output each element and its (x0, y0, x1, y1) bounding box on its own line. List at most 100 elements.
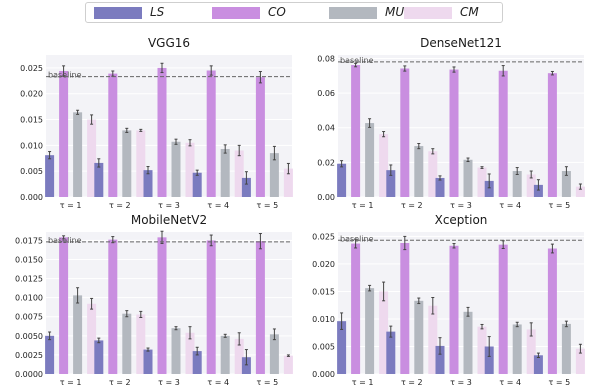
bar-ls (435, 177, 445, 197)
chart-legend: LS CO MU CM (85, 2, 503, 23)
bar-ls (533, 355, 543, 374)
bar-cm (379, 134, 389, 197)
legend-swatch-cm (404, 7, 452, 19)
x-tick-label: τ = 2 (401, 201, 423, 210)
bar-mu (122, 130, 132, 197)
x-tick-label: τ = 4 (207, 378, 229, 387)
bar-co (206, 70, 216, 197)
bar-mu (561, 323, 571, 374)
x-tick-label: τ = 4 (499, 378, 521, 387)
bar-mu (463, 159, 473, 197)
bar-mu (171, 141, 181, 197)
y-tick-label: 0.0150 (15, 255, 43, 264)
x-tick-label: τ = 5 (549, 378, 571, 387)
legend-swatch-ls (94, 7, 142, 19)
bar-co (400, 68, 410, 197)
legend-label-mu: MU (385, 5, 405, 19)
bar-mu (365, 123, 375, 197)
y-tick-label: 0.010 (20, 141, 43, 150)
chart-panel-4: 0.000 0.005 0.010 0.015 0.020 0.025 Xception τ … (312, 213, 585, 387)
x-tick-label: τ = 5 (257, 201, 279, 210)
panel-title: MobileNetV2 (131, 213, 207, 227)
bar-mu (220, 148, 230, 197)
x-tick-label: τ = 1 (60, 378, 82, 387)
bar-co (449, 245, 459, 374)
x-tick-label: τ = 1 (352, 201, 374, 210)
y-tick-label: 0.04 (317, 124, 335, 133)
x-tick-label: τ = 4 (499, 201, 521, 210)
x-tick-label: τ = 1 (60, 201, 82, 210)
bar-cm (185, 332, 195, 374)
bar-cm (428, 305, 438, 374)
y-tick-label: 0.08 (317, 54, 335, 63)
bar-co (351, 65, 361, 197)
y-tick-label: 0.015 (20, 116, 43, 125)
bar-ls (533, 184, 543, 197)
bar-cm (234, 150, 244, 197)
bar-co (157, 237, 167, 374)
y-tick-label: 0.025 (20, 64, 43, 73)
y-tick-label: 0.000 (20, 193, 43, 202)
x-tick-label: τ = 3 (158, 378, 180, 387)
panel-title: DenseNet121 (420, 36, 502, 50)
bar-ls (241, 177, 251, 197)
legend-label-cm: CM (460, 5, 479, 19)
bar-mu (512, 324, 522, 374)
bar-mu (269, 153, 279, 197)
bar-ls (337, 163, 347, 197)
y-tick-label: 0.0025 (15, 351, 43, 360)
bar-ls (241, 357, 251, 374)
bar-mu (365, 288, 375, 374)
y-tick-label: 0.0125 (15, 275, 43, 284)
panel-title: Xception (435, 213, 488, 227)
bar-cm (477, 326, 487, 374)
bar-cm (234, 338, 244, 374)
bar-ls (94, 162, 104, 197)
bar-co (498, 244, 508, 374)
y-tick-label: 0.000 (312, 370, 335, 379)
bar-cm (477, 167, 487, 197)
bar-ls (484, 346, 494, 374)
y-tick-label: 0.06 (317, 89, 335, 98)
bar-co (400, 243, 410, 374)
x-tick-label: τ = 3 (450, 378, 472, 387)
bar-co (59, 71, 69, 197)
x-tick-label: τ = 2 (401, 378, 423, 387)
bar-co (108, 239, 118, 374)
bar-cm (575, 186, 585, 197)
bar-mu (463, 311, 473, 374)
bar-ls (143, 170, 153, 197)
baseline-label: baseline (48, 71, 82, 80)
y-tick-label: 0.015 (312, 287, 335, 296)
bar-ls (386, 170, 396, 197)
bar-mu (512, 171, 522, 197)
legend-swatch-co (212, 7, 260, 19)
bar-mu (171, 328, 181, 374)
bar-cm (87, 303, 97, 374)
bar-co (449, 69, 459, 197)
bar-ls (386, 331, 396, 374)
bar-ls (45, 155, 55, 197)
bar-co (157, 67, 167, 197)
bar-cm (526, 174, 536, 197)
bar-co (255, 77, 265, 197)
bar-mu (122, 313, 132, 374)
bar-co (547, 248, 557, 374)
bar-co (547, 73, 557, 197)
y-tick-label: 0.0050 (15, 332, 43, 341)
bar-ls (143, 349, 153, 374)
bar-cm (136, 314, 146, 374)
bar-cm (428, 151, 438, 197)
y-tick-label: 0.0175 (15, 236, 43, 245)
y-tick-label: 0.0100 (15, 294, 43, 303)
bar-ls (192, 351, 202, 374)
x-tick-label: τ = 5 (257, 378, 279, 387)
bar-ls (337, 321, 347, 374)
bar-cm (283, 355, 293, 374)
baseline-label: baseline (340, 56, 374, 65)
plot-background (46, 55, 292, 197)
x-tick-label: τ = 2 (109, 378, 131, 387)
bar-co (206, 240, 216, 374)
y-tick-label: 0.0000 (15, 370, 43, 379)
